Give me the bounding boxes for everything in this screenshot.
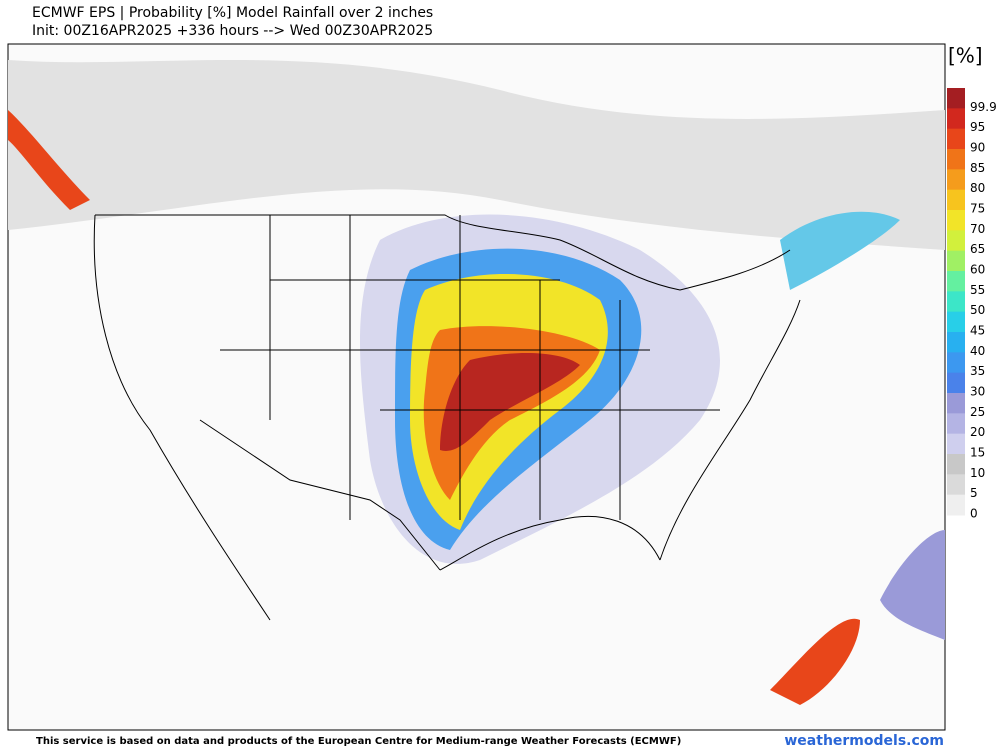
- legend-swatch: [947, 494, 965, 516]
- legend-swatch: [947, 189, 965, 211]
- subtitle: Init: 00Z16APR2025 +336 hours --> Wed 00…: [32, 23, 433, 39]
- legend-swatch: [947, 210, 965, 231]
- legend-label: 65: [970, 242, 985, 256]
- prob-area: [880, 530, 945, 640]
- legend-swatch: [947, 454, 965, 475]
- legend-label: 70: [970, 222, 985, 236]
- borders: [93, 214, 801, 621]
- legend-label: 75: [970, 202, 985, 216]
- legend-swatch: [947, 250, 965, 272]
- legend-label: 85: [970, 161, 985, 175]
- legend-label: 0: [970, 507, 978, 521]
- legend-label: 80: [970, 181, 985, 195]
- map: [7, 43, 946, 731]
- colorbar: 99.9959085807570656055504540353025201510…: [947, 88, 997, 521]
- legend-swatch: [947, 169, 965, 191]
- gray-field: [8, 60, 945, 250]
- legend-swatch: [947, 88, 965, 109]
- legend-swatch: [947, 433, 965, 455]
- legend-swatch: [947, 271, 965, 292]
- legend-label: 25: [970, 405, 985, 419]
- legend-label: 30: [970, 385, 985, 399]
- legend-label: 95: [970, 120, 985, 134]
- legend-label: 5: [970, 486, 978, 500]
- legend-label: 35: [970, 364, 985, 378]
- prob-area: [440, 353, 580, 451]
- legend-swatch: [947, 291, 965, 313]
- prob-area: [780, 211, 900, 290]
- legend-swatch: [947, 108, 965, 130]
- site-link[interactable]: weathermodels.com: [784, 733, 944, 749]
- legend-label: 45: [970, 324, 985, 338]
- legend-label: 55: [970, 283, 985, 297]
- legend-label: 90: [970, 141, 985, 155]
- legend-swatch: [947, 352, 965, 374]
- legend-label: 99.9: [970, 100, 997, 114]
- legend-label: 20: [970, 425, 985, 439]
- legend-swatch: [947, 474, 965, 496]
- legend-label: 60: [970, 263, 985, 277]
- legend-swatch: [947, 413, 965, 435]
- legend-label: 10: [970, 466, 985, 480]
- legend-unit: [%]: [948, 44, 983, 68]
- legend-swatch: [947, 311, 965, 333]
- legend-swatch: [947, 372, 965, 394]
- legend-swatch: [947, 149, 965, 170]
- credit: This service is based on data and produc…: [36, 736, 681, 747]
- title: ECMWF EPS | Probability [%] Model Rainfa…: [32, 5, 433, 21]
- legend-swatch: [947, 332, 965, 353]
- legend-swatch: [947, 393, 965, 414]
- legend-swatch: [947, 128, 965, 150]
- legend-swatch: [947, 230, 965, 252]
- prob-area: [8, 110, 90, 210]
- legend-label: 15: [970, 446, 985, 460]
- legend-label: 40: [970, 344, 985, 358]
- legend-label: 50: [970, 303, 985, 317]
- prob-area: [770, 618, 860, 705]
